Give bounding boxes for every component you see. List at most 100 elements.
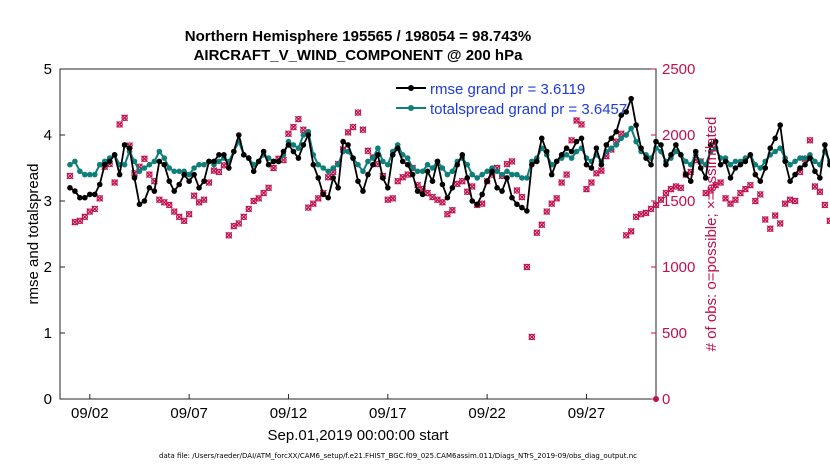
- obs-possible-marker: [175, 213, 183, 221]
- obs-assimilated-marker: [225, 231, 233, 239]
- obs-assimilated-marker: [702, 189, 710, 197]
- rmse-point: [151, 188, 158, 194]
- obs-possible-marker: [662, 189, 670, 197]
- obs-assimilated-marker: [185, 210, 193, 218]
- obs-possible-marker: [553, 195, 560, 202]
- rmse-point: [67, 185, 73, 191]
- spread-point: [96, 161, 103, 168]
- obs-assimilated-marker: [429, 193, 436, 201]
- rmse-point: [687, 178, 694, 184]
- rmse-point: [519, 204, 525, 211]
- obs-possible-marker: [359, 126, 367, 133]
- rmse-point: [310, 161, 317, 168]
- spread-point: [216, 158, 222, 165]
- spread-point: [176, 168, 182, 175]
- rmse-point: [643, 155, 649, 161]
- spread-point: [484, 168, 490, 175]
- spread-point: [136, 168, 143, 175]
- rmse-point: [394, 145, 401, 151]
- rmse-point: [494, 185, 500, 191]
- rmse-series: [67, 95, 830, 214]
- obs-possible-marker: [573, 117, 580, 124]
- obs-possible-marker: [627, 228, 635, 235]
- obs-assimilated-marker: [255, 194, 263, 202]
- rmse-point: [136, 201, 143, 208]
- rmse-point: [419, 191, 426, 198]
- spread-point: [509, 171, 515, 178]
- obs-possible-marker: [141, 155, 148, 162]
- obs-assimilated-marker: [657, 196, 665, 204]
- spread-point: [330, 165, 336, 171]
- rmse-point: [255, 158, 262, 165]
- obs-assimilated-marker: [235, 219, 243, 227]
- obs-assimilated-marker: [434, 196, 441, 204]
- rmse-point: [737, 161, 744, 168]
- obs-assimilated-marker: [587, 179, 595, 186]
- rmse-point: [484, 178, 490, 184]
- rmse-point: [454, 161, 461, 168]
- obs-assimilated-marker: [583, 185, 590, 193]
- right-axis: 0 500 1000 1500 2000 2500: [651, 61, 695, 408]
- x-tick-label: 09/07: [170, 405, 208, 422]
- rmse-point: [171, 188, 178, 194]
- rmse-point: [305, 132, 312, 138]
- rmse-point: [598, 161, 605, 168]
- spread-point: [121, 161, 128, 168]
- rmse-point: [236, 132, 242, 138]
- rmse-point: [668, 152, 674, 158]
- obs-possible-marker: [772, 212, 779, 219]
- obs-assimilated-marker: [642, 209, 650, 217]
- obs-possible-marker: [270, 164, 277, 172]
- obs-possible-marker: [722, 195, 729, 202]
- obs-possible-marker: [364, 147, 372, 155]
- spread-point: [519, 175, 525, 181]
- rmse-point: [469, 198, 476, 204]
- obs-assimilated-marker: [86, 208, 94, 216]
- spread-point: [514, 171, 520, 178]
- rmse-point: [653, 138, 659, 145]
- obs-assimilated-marker: [558, 179, 566, 186]
- rmse-point: [543, 148, 550, 155]
- obs-assimilated-marker: [732, 196, 739, 204]
- rmse-point: [613, 128, 620, 135]
- obs-possible-marker: [558, 179, 565, 186]
- rmse-point: [161, 161, 168, 168]
- spread-point: [87, 171, 93, 178]
- obs-assimilated-marker: [448, 206, 456, 214]
- rmse-point: [166, 178, 173, 184]
- rmse-point: [524, 208, 530, 214]
- rmse-point: [742, 158, 749, 165]
- obs-possible-marker: [66, 172, 74, 180]
- rmse-point: [87, 191, 93, 198]
- obs-assimilated-marker: [195, 198, 203, 206]
- obs-assimilated-marker: [438, 198, 446, 206]
- obs-possible-marker: [533, 229, 541, 236]
- spread-point: [504, 168, 510, 175]
- left-tick-label: 1: [44, 325, 52, 342]
- legend-rmse-marker: [408, 85, 414, 91]
- obs-possible-marker: [821, 201, 829, 209]
- legend-spread-marker: [408, 105, 414, 111]
- rmse-point: [260, 148, 267, 155]
- obs-assimilated-marker: [170, 208, 178, 216]
- right-tick-label: 0: [662, 391, 670, 408]
- obs-assimilated-marker: [722, 194, 729, 202]
- obs-assimilated-marker: [71, 218, 79, 226]
- obs-zero-marker: [653, 396, 659, 402]
- rmse-point: [822, 142, 828, 148]
- obs-assimilated-marker: [349, 123, 357, 131]
- rmse-point: [534, 158, 540, 165]
- spread-point: [375, 145, 381, 151]
- rmse-point: [707, 142, 714, 148]
- rmse-point: [658, 142, 664, 148]
- right-axis-label: # of obs: o=possible; ×=assimilated: [703, 117, 720, 352]
- rmse-point: [633, 122, 639, 128]
- rmse-point: [429, 178, 436, 184]
- rmse-point: [767, 145, 774, 151]
- left-axis: 0 1 2 3 4 5: [44, 61, 65, 408]
- rmse-point: [280, 148, 287, 155]
- rmse-point: [96, 181, 103, 188]
- obs-assimilated-marker: [140, 155, 148, 163]
- legend-spread-label: totalspread grand pr = 3.6457: [430, 101, 627, 118]
- rmse-point: [141, 198, 148, 204]
